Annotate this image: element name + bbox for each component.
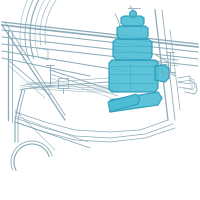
Polygon shape [110, 92, 162, 112]
Polygon shape [109, 60, 158, 92]
Circle shape [130, 10, 136, 18]
Polygon shape [108, 94, 140, 112]
Polygon shape [155, 65, 169, 82]
Polygon shape [113, 39, 152, 60]
Polygon shape [121, 16, 144, 26]
Polygon shape [117, 26, 148, 39]
